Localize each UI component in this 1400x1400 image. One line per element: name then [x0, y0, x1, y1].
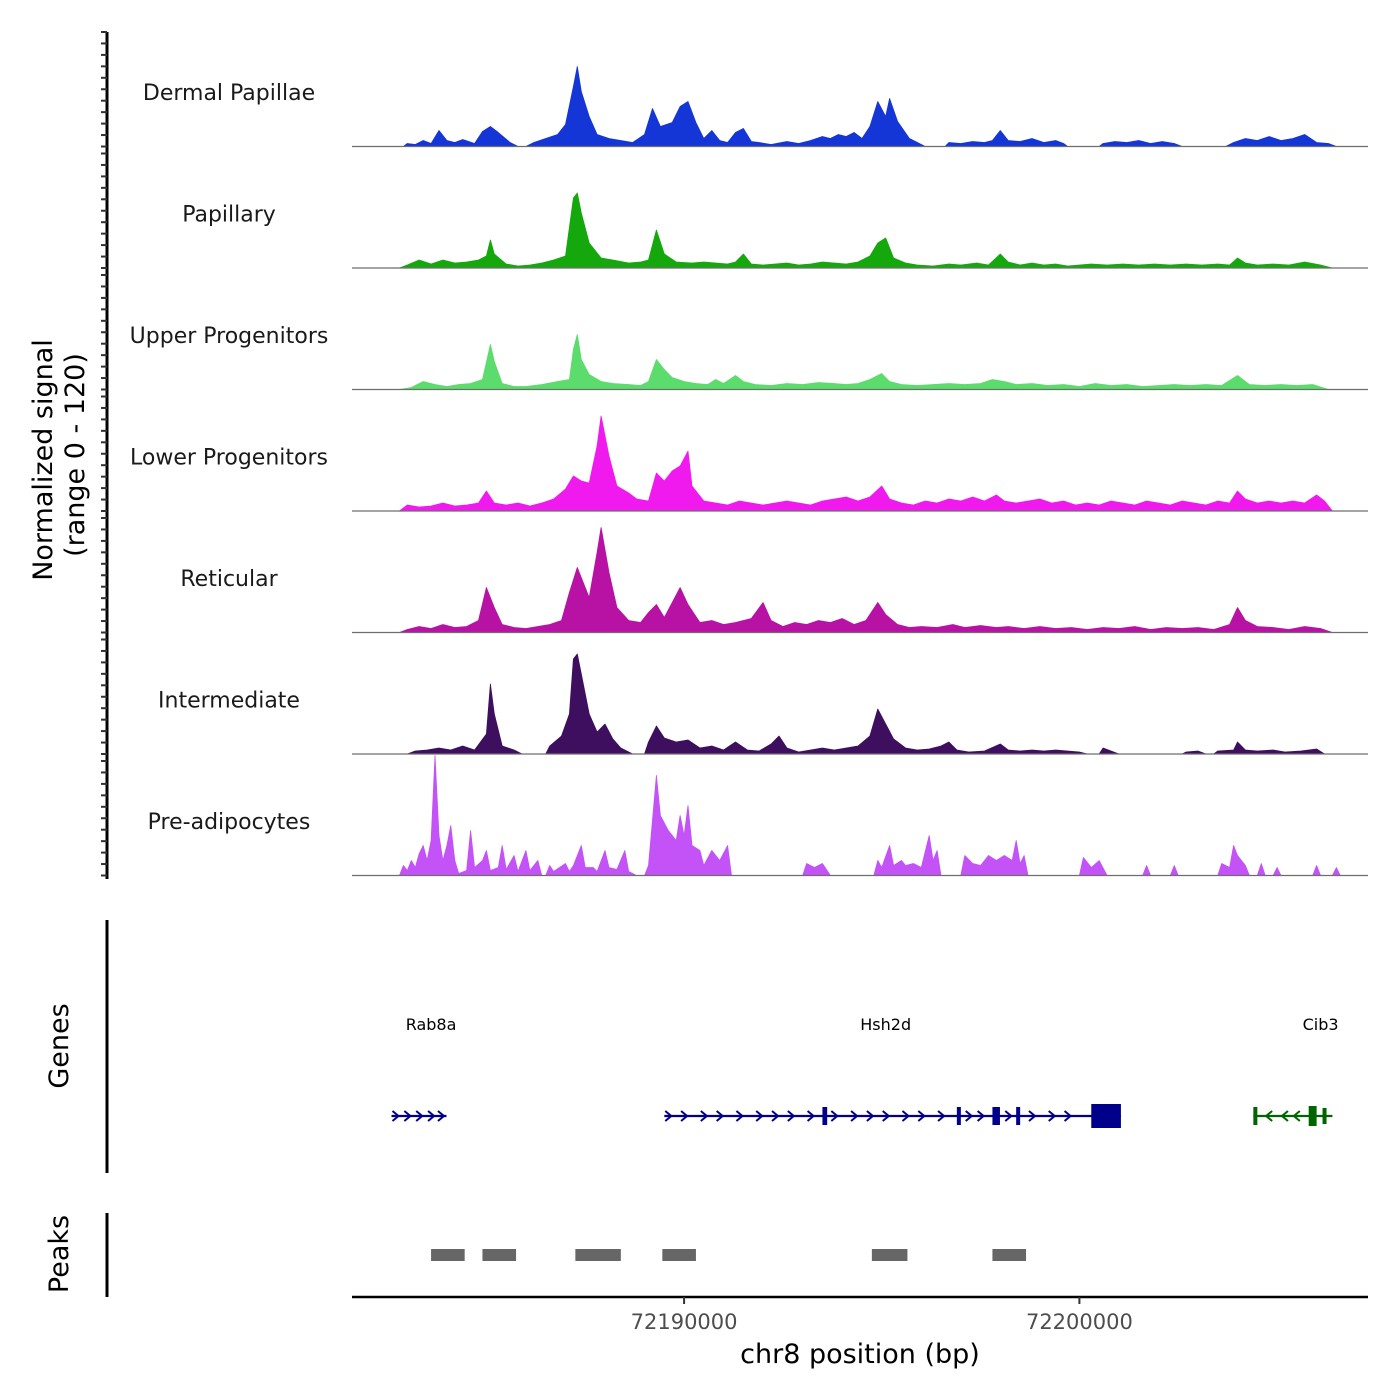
track-label: Upper Progenitors: [130, 324, 329, 349]
strand-arrow: [680, 1110, 689, 1122]
exon: [956, 1107, 961, 1125]
strand-arrow: [755, 1110, 764, 1122]
x-axis-title: chr8 position (bp): [740, 1339, 980, 1370]
genes-track-title: Genes: [44, 1003, 75, 1088]
strand-arrow: [806, 1110, 816, 1122]
track-intermediate: Intermediate: [158, 653, 1368, 755]
strand-arrow: [866, 1110, 875, 1122]
gene-hsh2d: Hsh2d: [664, 1015, 1121, 1128]
strand-arrow: [1004, 1110, 1013, 1122]
strand-arrow: [976, 1110, 986, 1122]
strand-arrow: [1028, 1110, 1037, 1122]
peak-region: [431, 1249, 465, 1261]
y-axis-title-line2: (range 0 - 120): [60, 353, 91, 557]
track-lower-progenitors: Lower Progenitors: [130, 415, 1368, 512]
strand-arrow: [415, 1110, 424, 1122]
peak-region: [482, 1249, 517, 1261]
gene-rab8a: Rab8a: [391, 1015, 457, 1122]
track-papillary: Papillary: [182, 192, 1368, 269]
strand-arrow: [735, 1110, 744, 1122]
track-label: Intermediate: [158, 689, 300, 714]
track-label: Dermal Papillae: [143, 81, 315, 106]
signal-area: [403, 66, 1337, 147]
signal-area: [399, 192, 1333, 269]
track-label: Reticular: [180, 567, 278, 592]
peaks-track-title: Peaks: [44, 1215, 75, 1293]
strand-arrow: [965, 1110, 974, 1122]
signal-area: [406, 653, 1325, 755]
exon: [1253, 1107, 1258, 1125]
strand-arrow: [1280, 1110, 1289, 1122]
strand-arrow: [937, 1110, 946, 1122]
x-axis-ticks: 72190000 72200000: [631, 1297, 1133, 1334]
peak-region: [871, 1249, 908, 1261]
strand-arrow: [882, 1110, 891, 1122]
peak-region: [992, 1249, 1027, 1261]
strand-arrow: [391, 1110, 401, 1122]
exon: [992, 1107, 1000, 1125]
track-reticular: Reticular: [180, 527, 1368, 634]
strand-arrow: [901, 1110, 911, 1122]
strand-arrow: [1063, 1110, 1073, 1122]
gene-label: Rab8a: [406, 1015, 457, 1034]
exon: [1322, 1108, 1327, 1124]
strand-arrow: [850, 1110, 859, 1122]
signal-area: [399, 755, 1341, 876]
x-axis-tick-label: 72190000: [631, 1310, 738, 1334]
strand-arrow: [427, 1110, 436, 1122]
strand-arrow: [1048, 1110, 1057, 1122]
exon: [1091, 1104, 1121, 1128]
exon: [822, 1107, 828, 1125]
strand-arrow: [787, 1110, 796, 1122]
y-axis-title-line1: Normalized signal: [28, 339, 59, 581]
track-pre-adipocytes: Pre-adipocytes: [148, 755, 1368, 877]
exon: [1308, 1106, 1317, 1126]
strand-arrow: [1264, 1110, 1273, 1122]
peaks-track: [431, 1249, 1027, 1261]
track-label: Papillary: [182, 203, 276, 228]
strand-arrow: [917, 1110, 926, 1122]
gene-label: Cib3: [1303, 1015, 1339, 1034]
track-label: Lower Progenitors: [130, 446, 328, 471]
strand-arrow: [437, 1110, 446, 1122]
strand-arrow: [664, 1110, 673, 1122]
signal-area: [399, 334, 1329, 390]
signal-area: [399, 415, 1333, 512]
track-upper-progenitors: Upper Progenitors: [130, 324, 1368, 391]
genes-track: Rab8a Hsh2d Cib3: [391, 1015, 1339, 1128]
signal-area: [399, 527, 1333, 633]
strand-arrow: [700, 1110, 709, 1122]
coverage-tracks: Dermal Papillae Papillary Upper Progenitor…: [130, 66, 1368, 877]
strand-arrow: [771, 1110, 780, 1122]
track-label: Pre-adipocytes: [148, 810, 311, 835]
peak-region: [575, 1249, 621, 1261]
strand-arrow: [1292, 1110, 1301, 1122]
exon: [1016, 1107, 1021, 1125]
track-dermal-papillae: Dermal Papillae: [143, 66, 1368, 148]
gene-label: Hsh2d: [860, 1015, 911, 1034]
gene-cib3: Cib3: [1253, 1015, 1339, 1126]
peak-region: [662, 1249, 696, 1261]
x-axis-tick-label: 72200000: [1026, 1310, 1133, 1334]
signal-y-axis: [101, 31, 109, 879]
strand-arrow: [403, 1110, 412, 1122]
strand-arrow: [716, 1110, 725, 1122]
strand-arrow: [830, 1110, 839, 1122]
